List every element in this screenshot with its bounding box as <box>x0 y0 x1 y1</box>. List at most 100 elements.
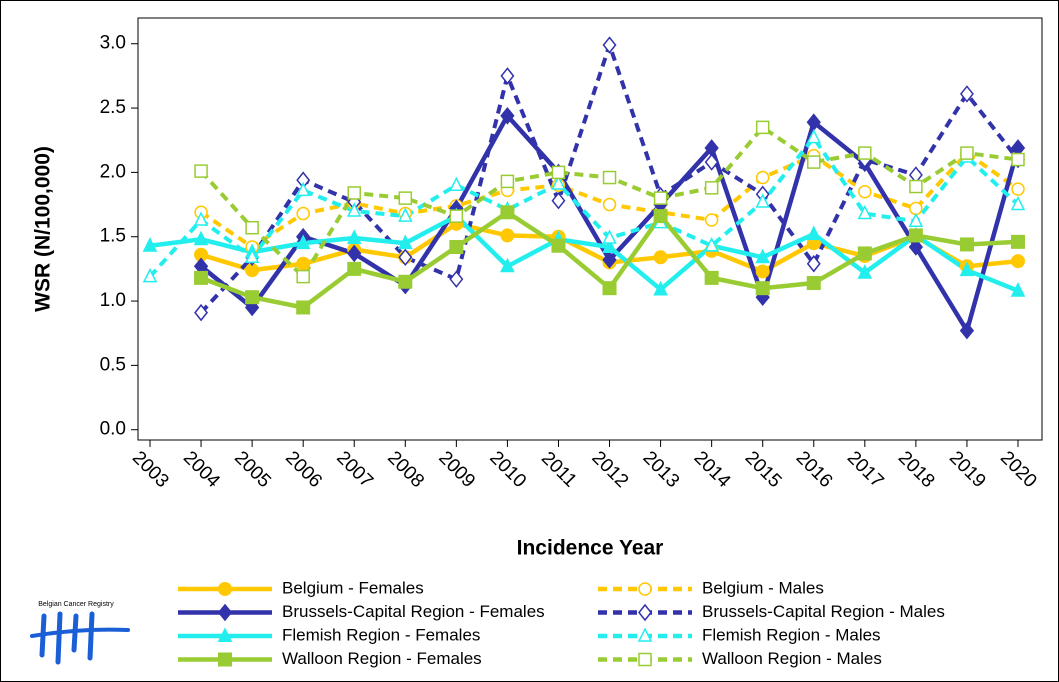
legend-marker <box>638 582 652 596</box>
data-point <box>1011 234 1025 249</box>
data-point <box>602 281 617 296</box>
data-point <box>347 186 361 200</box>
legend-label: Brussels-Capital Region - Females <box>282 602 545 621</box>
legend-label: Walloon Region - Females <box>282 649 482 668</box>
legend-marker <box>217 603 233 622</box>
data-point <box>909 179 923 194</box>
data-point <box>806 255 821 273</box>
data-point <box>806 276 821 291</box>
legend-marker <box>638 603 652 622</box>
data-point <box>551 165 566 180</box>
data-point <box>653 280 668 296</box>
data-point <box>193 211 209 226</box>
legend-label: Flemish Region - Males <box>702 625 881 644</box>
legend-label: Flemish Region - Females <box>282 625 480 644</box>
data-point <box>704 181 719 195</box>
y-tick-label: 2.0 <box>100 161 126 182</box>
data-point <box>296 256 311 271</box>
logo-text: Belgian Cancer Registry <box>38 601 114 608</box>
data-point <box>142 267 158 283</box>
data-point <box>755 248 771 264</box>
data-point <box>1011 254 1025 269</box>
data-point <box>602 197 617 212</box>
data-point <box>908 212 924 228</box>
data-point <box>908 238 924 256</box>
data-point <box>602 251 617 269</box>
data-point <box>346 229 362 245</box>
legend-label: Brussels-Capital Region - Males <box>702 602 945 621</box>
legend-marker <box>637 627 653 642</box>
data-point <box>602 36 617 54</box>
data-point <box>858 184 872 199</box>
data-point <box>602 229 617 244</box>
legend-label: Belgium - Males <box>702 578 824 597</box>
y-tick-label: 0.5 <box>100 354 126 375</box>
data-point <box>908 228 923 243</box>
data-point <box>500 205 515 220</box>
legend-marker <box>217 627 233 642</box>
y-tick-label: 1.5 <box>100 226 126 247</box>
x-axis-title: Incidence Year <box>517 537 664 560</box>
data-point <box>755 120 770 135</box>
data-point <box>295 234 311 250</box>
data-point <box>807 155 821 169</box>
data-point <box>960 146 974 160</box>
data-point <box>857 246 872 261</box>
data-point <box>500 67 515 85</box>
data-point <box>295 181 311 197</box>
data-point <box>704 153 719 171</box>
data-point <box>194 164 208 178</box>
data-point <box>704 237 719 252</box>
data-point <box>653 250 668 265</box>
data-point <box>296 206 310 221</box>
data-point <box>806 128 821 144</box>
data-point <box>245 290 260 305</box>
data-point <box>500 174 515 189</box>
data-point <box>755 264 770 279</box>
data-point <box>653 191 668 205</box>
data-point <box>1010 195 1026 211</box>
data-point <box>551 175 566 190</box>
data-point <box>244 248 260 264</box>
data-point <box>142 237 158 252</box>
data-point <box>449 270 464 288</box>
data-point <box>296 269 310 284</box>
data-point <box>1011 152 1025 167</box>
data-point <box>398 274 413 289</box>
y-axis-title: WSR (N/100,000) <box>32 146 55 312</box>
data-point <box>500 257 515 273</box>
data-point <box>959 85 974 103</box>
legend-label: Belgium - Females <box>282 578 424 597</box>
data-point <box>551 238 566 253</box>
data-point <box>194 303 209 322</box>
data-point <box>959 261 975 277</box>
data-point <box>551 191 566 210</box>
series-line <box>148 134 1020 278</box>
data-point <box>245 220 259 235</box>
data-point <box>500 106 515 125</box>
data-point <box>704 213 719 227</box>
data-point <box>449 240 464 255</box>
data-point <box>193 230 209 246</box>
legend-marker <box>218 582 232 596</box>
data-point <box>398 191 413 205</box>
legend-label: Walloon Region - Males <box>702 649 882 668</box>
data-point <box>858 146 872 160</box>
data-point <box>398 248 413 267</box>
data-point <box>602 170 617 185</box>
plot-area <box>137 17 1043 441</box>
data-point <box>397 234 413 250</box>
data-point <box>347 202 362 217</box>
y-tick-label: 2.5 <box>100 97 126 118</box>
data-point <box>755 281 770 296</box>
data-point <box>500 228 515 243</box>
data-point <box>449 209 464 223</box>
data-point <box>1011 182 1025 196</box>
data-point <box>1010 282 1026 297</box>
data-point <box>194 270 209 285</box>
legend-marker <box>218 652 232 667</box>
series-line <box>149 213 1019 293</box>
y-tick-label: 1.0 <box>100 290 126 311</box>
